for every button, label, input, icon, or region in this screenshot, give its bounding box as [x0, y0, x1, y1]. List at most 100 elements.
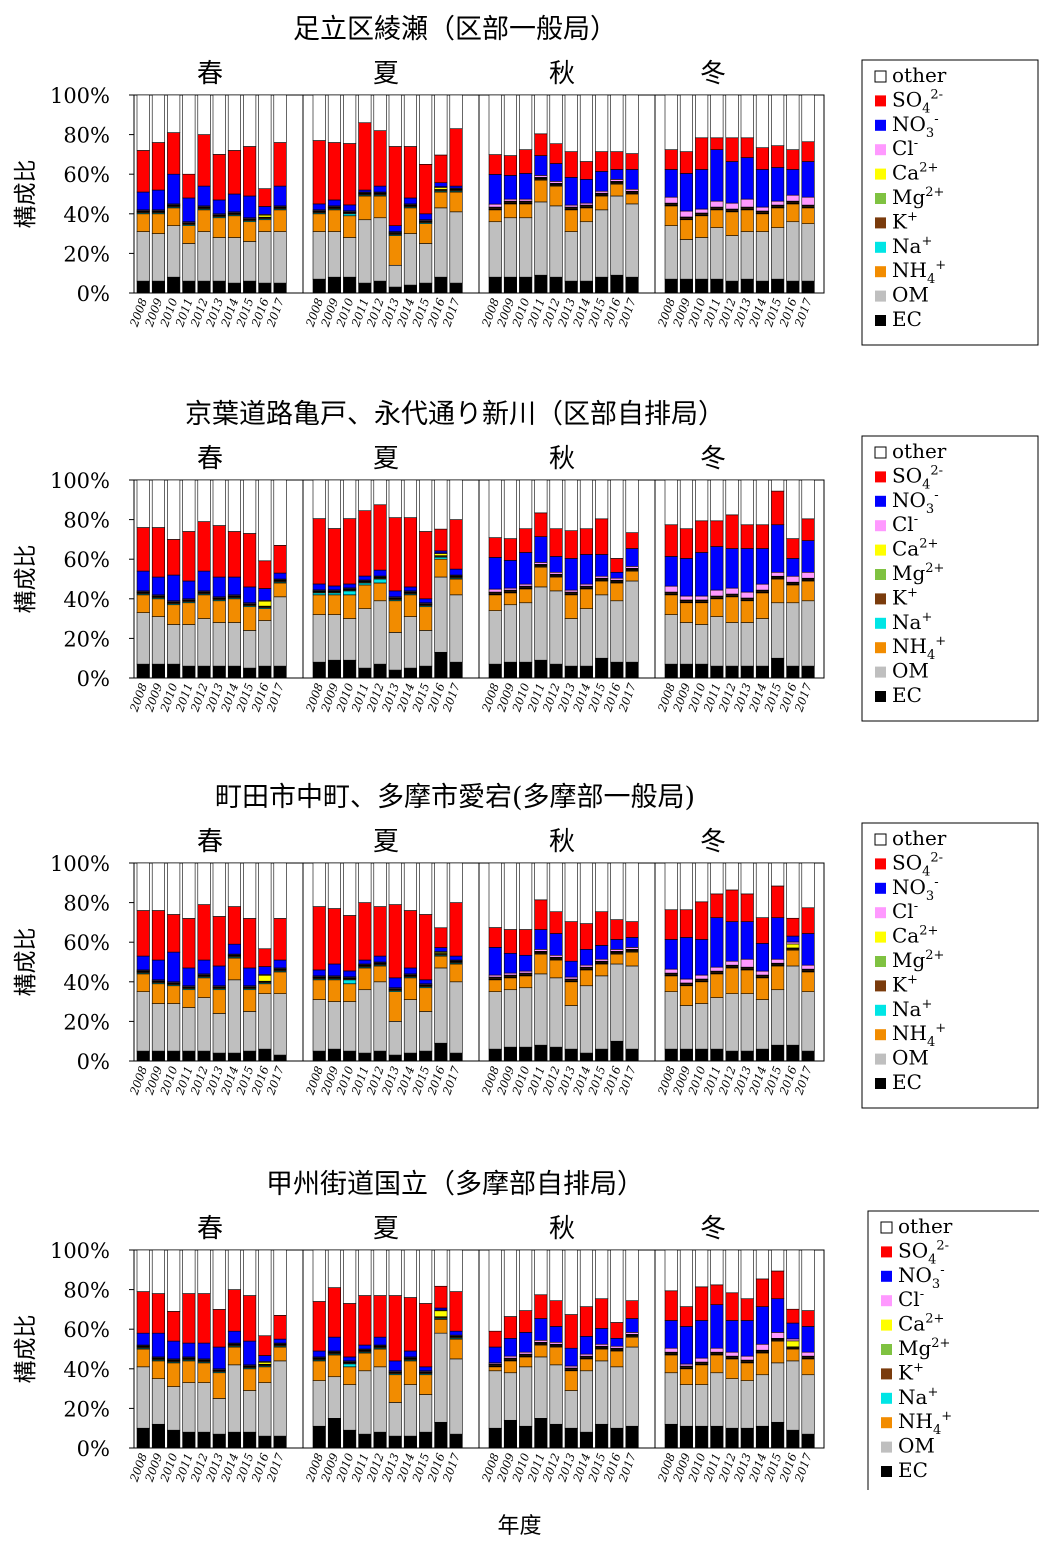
legend-swatch	[875, 980, 886, 992]
bar-segment	[419, 665, 433, 679]
bar-segment	[679, 1326, 694, 1365]
bar-segment	[740, 94, 754, 139]
bar-segment	[549, 977, 563, 1048]
bar-segment	[579, 862, 594, 924]
bar-segment	[695, 602, 709, 625]
bar-segment	[564, 594, 578, 619]
bar-segment	[151, 1249, 165, 1294]
bar-segment	[488, 1249, 502, 1332]
bar-segment	[625, 153, 639, 170]
y-tick-label: 0%	[77, 667, 110, 691]
bar-segment	[710, 997, 724, 1050]
bar-segment	[625, 1425, 639, 1449]
legend-label: Ca2+	[892, 161, 938, 185]
legend-label: NO3-	[892, 488, 939, 517]
legend-swatch	[875, 666, 886, 678]
bar-segment	[243, 241, 257, 282]
bar-segment	[755, 1048, 770, 1062]
bar-segment	[579, 923, 594, 950]
legend-label: K+	[892, 585, 918, 609]
bar-segment	[679, 862, 694, 911]
bar-segment	[595, 1298, 609, 1329]
bar-segment	[595, 1360, 609, 1425]
bar-segment	[503, 155, 518, 176]
bar-segment	[519, 1356, 533, 1368]
bar-segment	[212, 622, 226, 667]
panel-title: 町田市中町、多摩市愛宕(多摩部一般局)	[215, 782, 695, 813]
bar-segment	[755, 665, 770, 679]
bar-segment	[610, 558, 624, 573]
bar-segment	[312, 1380, 326, 1427]
bar-segment	[755, 280, 770, 294]
bar-segment	[503, 538, 518, 561]
bar-segment	[273, 94, 287, 143]
bar-segment	[710, 1347, 724, 1353]
bar-segment	[243, 667, 257, 679]
bar-segment	[373, 578, 387, 584]
bar-segment	[273, 1435, 287, 1449]
bar-segment	[388, 904, 402, 979]
bar-segment	[327, 659, 342, 679]
bar-segment	[771, 571, 785, 577]
bar-segment	[227, 94, 241, 151]
bar-segment	[695, 663, 709, 679]
bar-segment	[312, 1425, 326, 1449]
legend-label: SO42-	[892, 850, 943, 879]
bar-segment	[488, 1048, 502, 1062]
bar-segment	[243, 94, 257, 147]
legend-swatch	[875, 1078, 886, 1089]
bar-segment	[740, 278, 754, 294]
bar-segment	[227, 531, 241, 578]
bar-segment	[167, 539, 181, 576]
bar-segment	[595, 171, 609, 192]
bar-segment	[403, 910, 418, 969]
bar-segment	[725, 1292, 739, 1321]
bar-segment	[664, 169, 678, 198]
legend-swatch	[881, 1417, 892, 1429]
bar-segment	[549, 590, 563, 665]
bar-segment	[403, 967, 418, 975]
bar-segment	[519, 602, 533, 663]
bar-segment	[167, 132, 181, 175]
bar-segment	[710, 665, 724, 679]
bar-segment	[710, 209, 724, 228]
bar-segment	[801, 907, 815, 934]
bar-segment	[182, 197, 196, 223]
bar-segment	[373, 600, 387, 665]
bar-segment	[197, 862, 211, 905]
bar-segment	[503, 862, 518, 930]
legend-swatch	[875, 858, 886, 870]
bar-segment	[679, 239, 694, 280]
bar-segment	[595, 151, 609, 172]
bar-segment	[755, 1343, 770, 1351]
bar-segment	[503, 929, 518, 954]
bar-segment	[358, 902, 372, 961]
bar-segment	[258, 966, 272, 975]
bar-segment	[434, 927, 448, 948]
bar-segment	[755, 231, 770, 282]
bar-segment	[258, 993, 272, 1050]
legend-swatch	[875, 882, 886, 894]
bar-segment	[664, 1423, 678, 1449]
bar-segment	[212, 1013, 226, 1054]
bar-segment	[610, 1338, 624, 1347]
bar-segment	[136, 1366, 150, 1429]
bar-segment	[740, 231, 754, 280]
bar-segment	[312, 1050, 326, 1062]
bar-segment	[151, 1003, 165, 1052]
bar-segment	[710, 137, 724, 150]
bar-segment	[579, 1370, 594, 1433]
bar-segment	[258, 206, 272, 215]
bar-segment	[519, 203, 533, 219]
bar-segment	[755, 999, 770, 1050]
bar-segment	[343, 276, 357, 294]
bar-segment	[610, 1350, 624, 1368]
bar-segment	[771, 524, 785, 573]
bar-segment	[695, 624, 709, 665]
bar-segment	[343, 1363, 357, 1368]
bar-segment	[167, 1429, 181, 1449]
bar-segment	[151, 94, 165, 143]
bar-segment	[212, 989, 226, 1014]
bar-segment	[358, 584, 372, 610]
bar-segment	[403, 517, 418, 588]
